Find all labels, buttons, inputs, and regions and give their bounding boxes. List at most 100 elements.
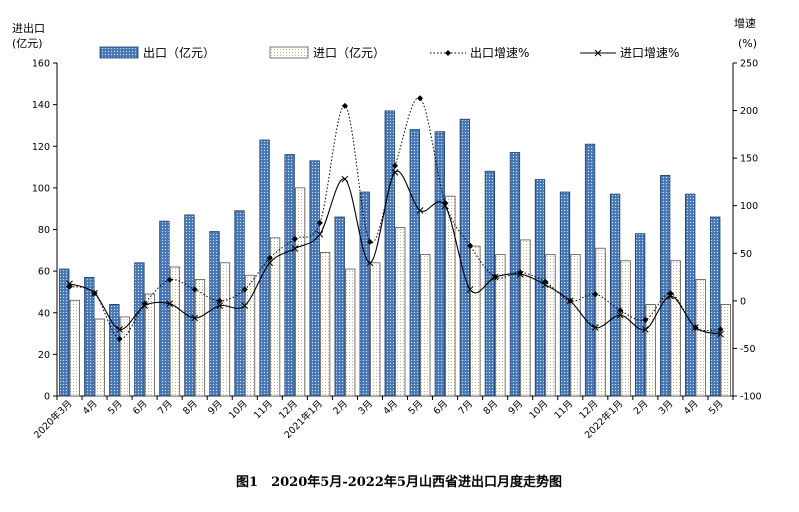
x-tick-label: 5月 [106, 398, 125, 417]
legend-label-import-growth: 进口增速% [620, 46, 679, 60]
legend-label-import: 进口（亿元） [313, 45, 385, 60]
export-growth-point [291, 236, 298, 243]
import-bar [219, 262, 231, 397]
import-growth-point [491, 273, 499, 281]
left-tick-label: 120 [32, 142, 50, 153]
export-bar [134, 262, 145, 397]
import-growth-point [466, 286, 474, 293]
x-tick-label: 2月 [331, 398, 350, 417]
import-growth-point [191, 314, 199, 322]
export-bar [334, 216, 345, 397]
x-tick-label: 2月 [632, 398, 651, 417]
import-bar [720, 304, 731, 397]
export-bar [259, 139, 270, 397]
chart-caption: 图1 2020年5月-2022年5月山西省进出口月度走势图 [236, 474, 562, 490]
x-tick-label: 6月 [431, 398, 450, 417]
export-bar [384, 110, 395, 397]
export-growth-point [341, 102, 348, 109]
export-growth-point [392, 162, 398, 169]
import-growth-point [116, 326, 123, 333]
export-growth-line [69, 97, 721, 340]
import-growth-point [66, 280, 73, 288]
import-bar [545, 254, 556, 397]
import-bar [169, 266, 181, 397]
x-tick-label: 8月 [181, 398, 200, 417]
export-bar [634, 233, 646, 397]
left-tick-label: 140 [32, 100, 50, 111]
legend-label-export: 出口（亿元） [143, 45, 215, 60]
import-growth-point [717, 330, 724, 338]
export-bar [309, 160, 320, 397]
export-bar [359, 191, 370, 397]
legend-swatch-import [269, 46, 309, 59]
export-bar [59, 268, 70, 397]
x-tick-label: 10月 [527, 398, 550, 421]
import-bar [319, 251, 331, 397]
x-tick-label: 11月 [252, 398, 275, 421]
import-bar [570, 254, 581, 397]
import-bar [695, 279, 706, 397]
export-growth-point [241, 286, 248, 293]
import-growth-point [516, 270, 524, 278]
import-bar [144, 293, 156, 397]
import-bar [495, 254, 506, 397]
import-bar [345, 268, 356, 397]
x-tick-label: 11月 [552, 398, 575, 421]
import-growth-point [266, 259, 274, 267]
import-growth-point [441, 202, 449, 210]
import-growth-point [341, 175, 349, 183]
x-tick-label: 10月 [227, 398, 250, 421]
export-growth-point [467, 242, 474, 249]
import-growth-point [216, 302, 224, 309]
left-axis-title-line2: (亿元) [12, 37, 43, 50]
import-growth-point [291, 245, 299, 252]
export-bar [434, 131, 445, 397]
import-bar [119, 316, 130, 397]
import-growth-point [642, 326, 649, 333]
right-tick-label: 0 [740, 296, 746, 307]
export-bar [609, 193, 621, 397]
x-tick-label: 9月 [206, 398, 225, 417]
x-tick-label: 7月 [456, 398, 475, 417]
import-growth-point [667, 292, 674, 300]
export-bar [284, 154, 295, 397]
left-tick-label: 100 [32, 183, 50, 194]
x-tick-label: 2020年3月 [31, 398, 74, 441]
import-growth-point [591, 324, 599, 331]
import-bar [670, 260, 681, 397]
import-bar [645, 304, 656, 397]
import-growth-point [141, 302, 148, 309]
export-growth-point [417, 95, 424, 102]
export-growth-point [166, 276, 173, 283]
import-bar [595, 247, 606, 397]
import-growth-point [366, 259, 374, 267]
export-bar [234, 210, 245, 397]
export-growth-point [717, 326, 724, 333]
x-tick-label: 6月 [131, 398, 150, 417]
legend-marker-export-growth [445, 50, 451, 56]
right-tick-label: 200 [740, 106, 758, 117]
export-growth-point [316, 219, 323, 226]
x-tick-label: 4月 [81, 398, 100, 417]
import-growth-point [616, 311, 624, 319]
export-bar [159, 220, 170, 397]
export-growth-point [191, 286, 198, 293]
export-growth-point [116, 335, 123, 342]
import-growth-point [566, 297, 574, 305]
import-bar [395, 227, 406, 397]
import-bar [445, 195, 456, 397]
import-growth-point [316, 230, 324, 238]
export-growth-point [592, 291, 599, 298]
right-tick-label: 50 [740, 249, 752, 260]
legend-swatch-export [99, 46, 139, 59]
import-bar [620, 260, 631, 397]
right-tick-label: 150 [740, 154, 758, 165]
export-bar [484, 170, 496, 397]
x-tick-label: 5月 [406, 398, 425, 417]
right-axis-title-line2: (%) [738, 37, 757, 50]
export-bar [409, 129, 420, 397]
import-growth-point [241, 302, 249, 309]
export-bar [459, 118, 471, 397]
export-growth-point [266, 255, 273, 262]
import-bar [94, 318, 105, 397]
